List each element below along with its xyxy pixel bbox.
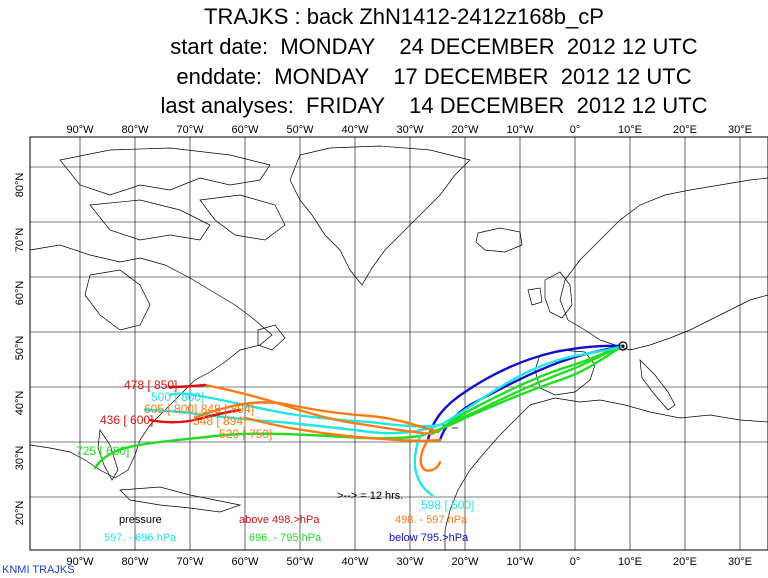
europe-coast: [567, 294, 768, 351]
longitude-label: 10°E: [618, 124, 642, 136]
coastlines: [29, 145, 768, 550]
longitude-label: 30°E: [728, 556, 752, 568]
longitude-label: 70°W: [176, 556, 204, 568]
longitude-label: 20°W: [451, 124, 479, 136]
caribbean-coast: [119, 486, 242, 513]
label-cyan-1: 500 [ 800]: [151, 390, 204, 404]
longitude-label: 80°W: [121, 556, 149, 568]
florida-coast: [97, 429, 119, 481]
arctic-islands-coast: [59, 147, 271, 196]
greenland-coast: [289, 145, 471, 286]
hudson-bay-coast: [84, 269, 151, 331]
label-red-1: 478 [ 850]: [124, 378, 177, 392]
longitude-label: 20°E: [673, 556, 697, 568]
latitude-label: 60°N: [14, 281, 26, 306]
longitude-label: 60°W: [231, 556, 259, 568]
longitude-label: 30°W: [396, 556, 424, 568]
latitude-label: 80°N: [14, 173, 26, 198]
longitude-label: 40°W: [341, 124, 369, 136]
trajectory-blue-2: [438, 344, 625, 442]
latitude-labels: 80°N 70°N 60°N 50°N 40°N 30°N 20°N: [14, 173, 26, 526]
arrow-note: >--> = 12 hrs.: [337, 490, 403, 502]
legend-pressure: pressure: [119, 514, 162, 526]
trajectory-cyan-3: [413, 434, 434, 497]
footer-credit: KNMI TRAJKS: [2, 564, 75, 576]
north-america-coast: [29, 244, 273, 479]
longitude-label: 0°: [570, 124, 581, 136]
trajectory-cyan-2: [143, 408, 442, 435]
trajectory-red-2: [168, 383, 207, 389]
legend-range-3: 696. - 795.hPa: [249, 532, 322, 544]
trajectory-orange-2: [193, 401, 440, 434]
longitude-labels-bottom: 90°W 80°W 70°W 60°W 50°W 40°W 30°W 20°W 10°W 0° 10…: [66, 556, 752, 568]
label-cyan-2: 598 [ 500]: [421, 498, 474, 512]
latitude-label: 20°N: [14, 501, 26, 526]
newfoundland-coast: [257, 324, 286, 351]
title-line-4: last analyses: FRIDAY 14 DECEMBER 2012 1…: [160, 93, 708, 118]
legend-below: below 795.>hPa: [389, 532, 469, 544]
longitude-label: 50°W: [286, 124, 314, 136]
label-cyan-orange: 605 [ 800] 848 [ 894]: [144, 402, 254, 416]
longitude-label: 10°E: [618, 556, 642, 568]
title-line-2: start date: MONDAY 24 DECEMBER 2012 12 U…: [170, 34, 698, 59]
longitude-label: 90°W: [66, 124, 94, 136]
trajectory-green-1: [436, 344, 625, 434]
graticule: [30, 137, 768, 550]
start-point-marker: [618, 341, 628, 351]
longitude-label: 40°W: [341, 556, 369, 568]
label-orange-1: 548 [ 894]: [193, 414, 246, 428]
legend-above: above 498.>hPa: [239, 514, 320, 526]
title-line-1: TRAJKS : back ZhN1412-2412z168b_cP: [204, 4, 604, 29]
trajectory-blue-1: [426, 344, 625, 442]
latitude-label: 70°N: [14, 228, 26, 253]
longitude-label: 10°W: [506, 556, 534, 568]
legend-range-2: 597. - 696.hPa: [104, 532, 177, 544]
trajectory-cyan-1: [168, 344, 625, 428]
trajectory-red-1: [148, 408, 242, 424]
longitude-label: 30°W: [396, 124, 424, 136]
longitude-label: 90°W: [66, 556, 94, 568]
title-line-3: enddate: MONDAY 17 DECEMBER 2012 12 UTC: [176, 64, 692, 89]
trajectories: [93, 344, 625, 497]
british-isles-coast: [544, 271, 573, 319]
label-green-1: 725 [ 680]: [76, 444, 129, 458]
longitude-label: 70°W: [176, 124, 204, 136]
latitude-label: 50°N: [14, 336, 26, 361]
longitude-label: 50°W: [286, 556, 314, 568]
longitude-label: 10°W: [506, 124, 534, 136]
longitude-label: 60°W: [231, 124, 259, 136]
longitude-label: 20°E: [673, 124, 697, 136]
latitude-label: 40°N: [14, 391, 26, 416]
label-orange-2: 520 [ 750]: [219, 427, 272, 441]
trajectory-orange-3: [243, 416, 442, 443]
africa-coast: [444, 397, 768, 550]
iceland-coast: [475, 227, 523, 253]
longitude-labels-top: 90°W 80°W 70°W 60°W 50°W 40°W 30°W 20°W 10°W 0° 10…: [66, 124, 752, 136]
label-red-2: 436 [ 600]: [100, 413, 153, 427]
longitude-label: 30°E: [728, 124, 752, 136]
trajectory-orange-1: [203, 383, 434, 436]
map-frame: [29, 136, 768, 551]
latitude-label: 30°N: [14, 446, 26, 471]
trajectory-orange-4: [419, 438, 442, 472]
legend-range-1: 498. - 597.hPa: [395, 514, 468, 526]
trajectory-green-2: [430, 344, 625, 436]
longitude-label: 20°W: [451, 556, 479, 568]
italy-coast: [639, 359, 676, 411]
longitude-label: 80°W: [121, 124, 149, 136]
longitude-label: 0°: [570, 556, 581, 568]
pressure-legend: pressure above 498.>hPa 498. - 597.hPa 5…: [104, 514, 469, 544]
